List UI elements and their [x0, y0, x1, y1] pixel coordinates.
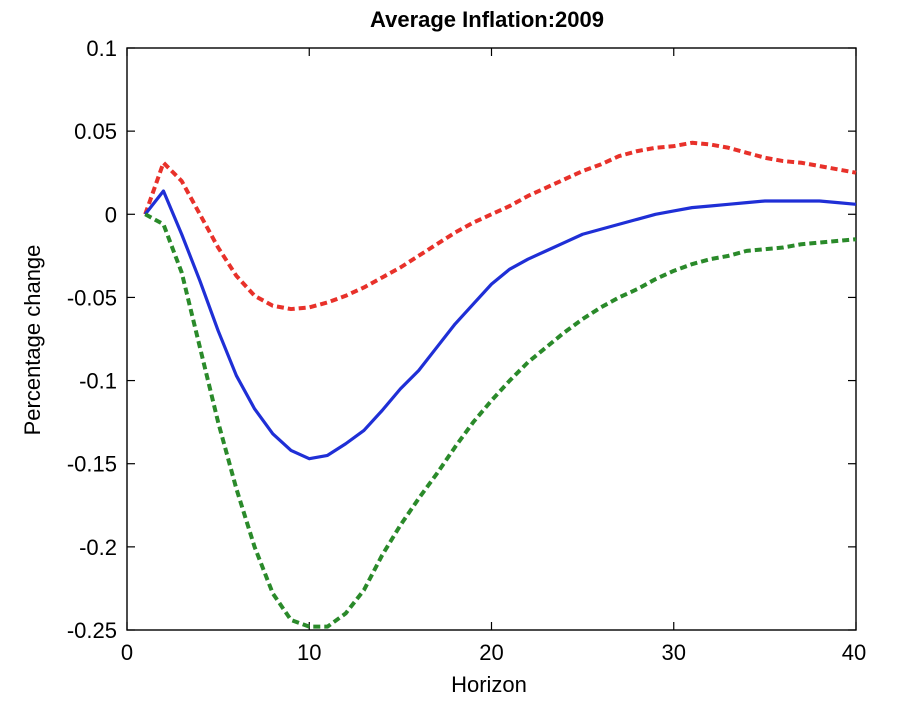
- y-axis-label: Percentage change: [20, 245, 45, 436]
- y-tick-label: -0.1: [79, 369, 117, 394]
- x-tick-label: 0: [121, 640, 133, 665]
- series-layer: [143, 140, 857, 629]
- y-tick-label: -0.25: [67, 618, 117, 643]
- y-axis: 0.1 0.05 0 -0.05 -0.1 -0.15 -0.2 -0.25: [67, 36, 856, 643]
- x-axis-label: Horizon: [451, 672, 527, 697]
- plot-area-frame: [126, 47, 857, 631]
- chart-title: Average Inflation:2009: [370, 7, 604, 32]
- y-tick-label: 0.1: [86, 36, 117, 61]
- x-axis: 0 10 20 30 40: [121, 48, 866, 665]
- x-tick-label: 30: [662, 640, 686, 665]
- x-tick-label: 10: [297, 640, 321, 665]
- y-tick-label: 0.05: [74, 119, 117, 144]
- lower-band-line: [144, 212, 857, 629]
- median-response-line: [143, 189, 857, 461]
- upper-band-line: [143, 140, 857, 312]
- y-tick-label: -0.15: [67, 452, 117, 477]
- x-tick-label: 40: [842, 640, 866, 665]
- y-tick-label: -0.2: [79, 535, 117, 560]
- y-tick-label: -0.05: [67, 285, 117, 310]
- x-tick-label: 20: [479, 640, 503, 665]
- y-tick-label: 0: [105, 202, 117, 227]
